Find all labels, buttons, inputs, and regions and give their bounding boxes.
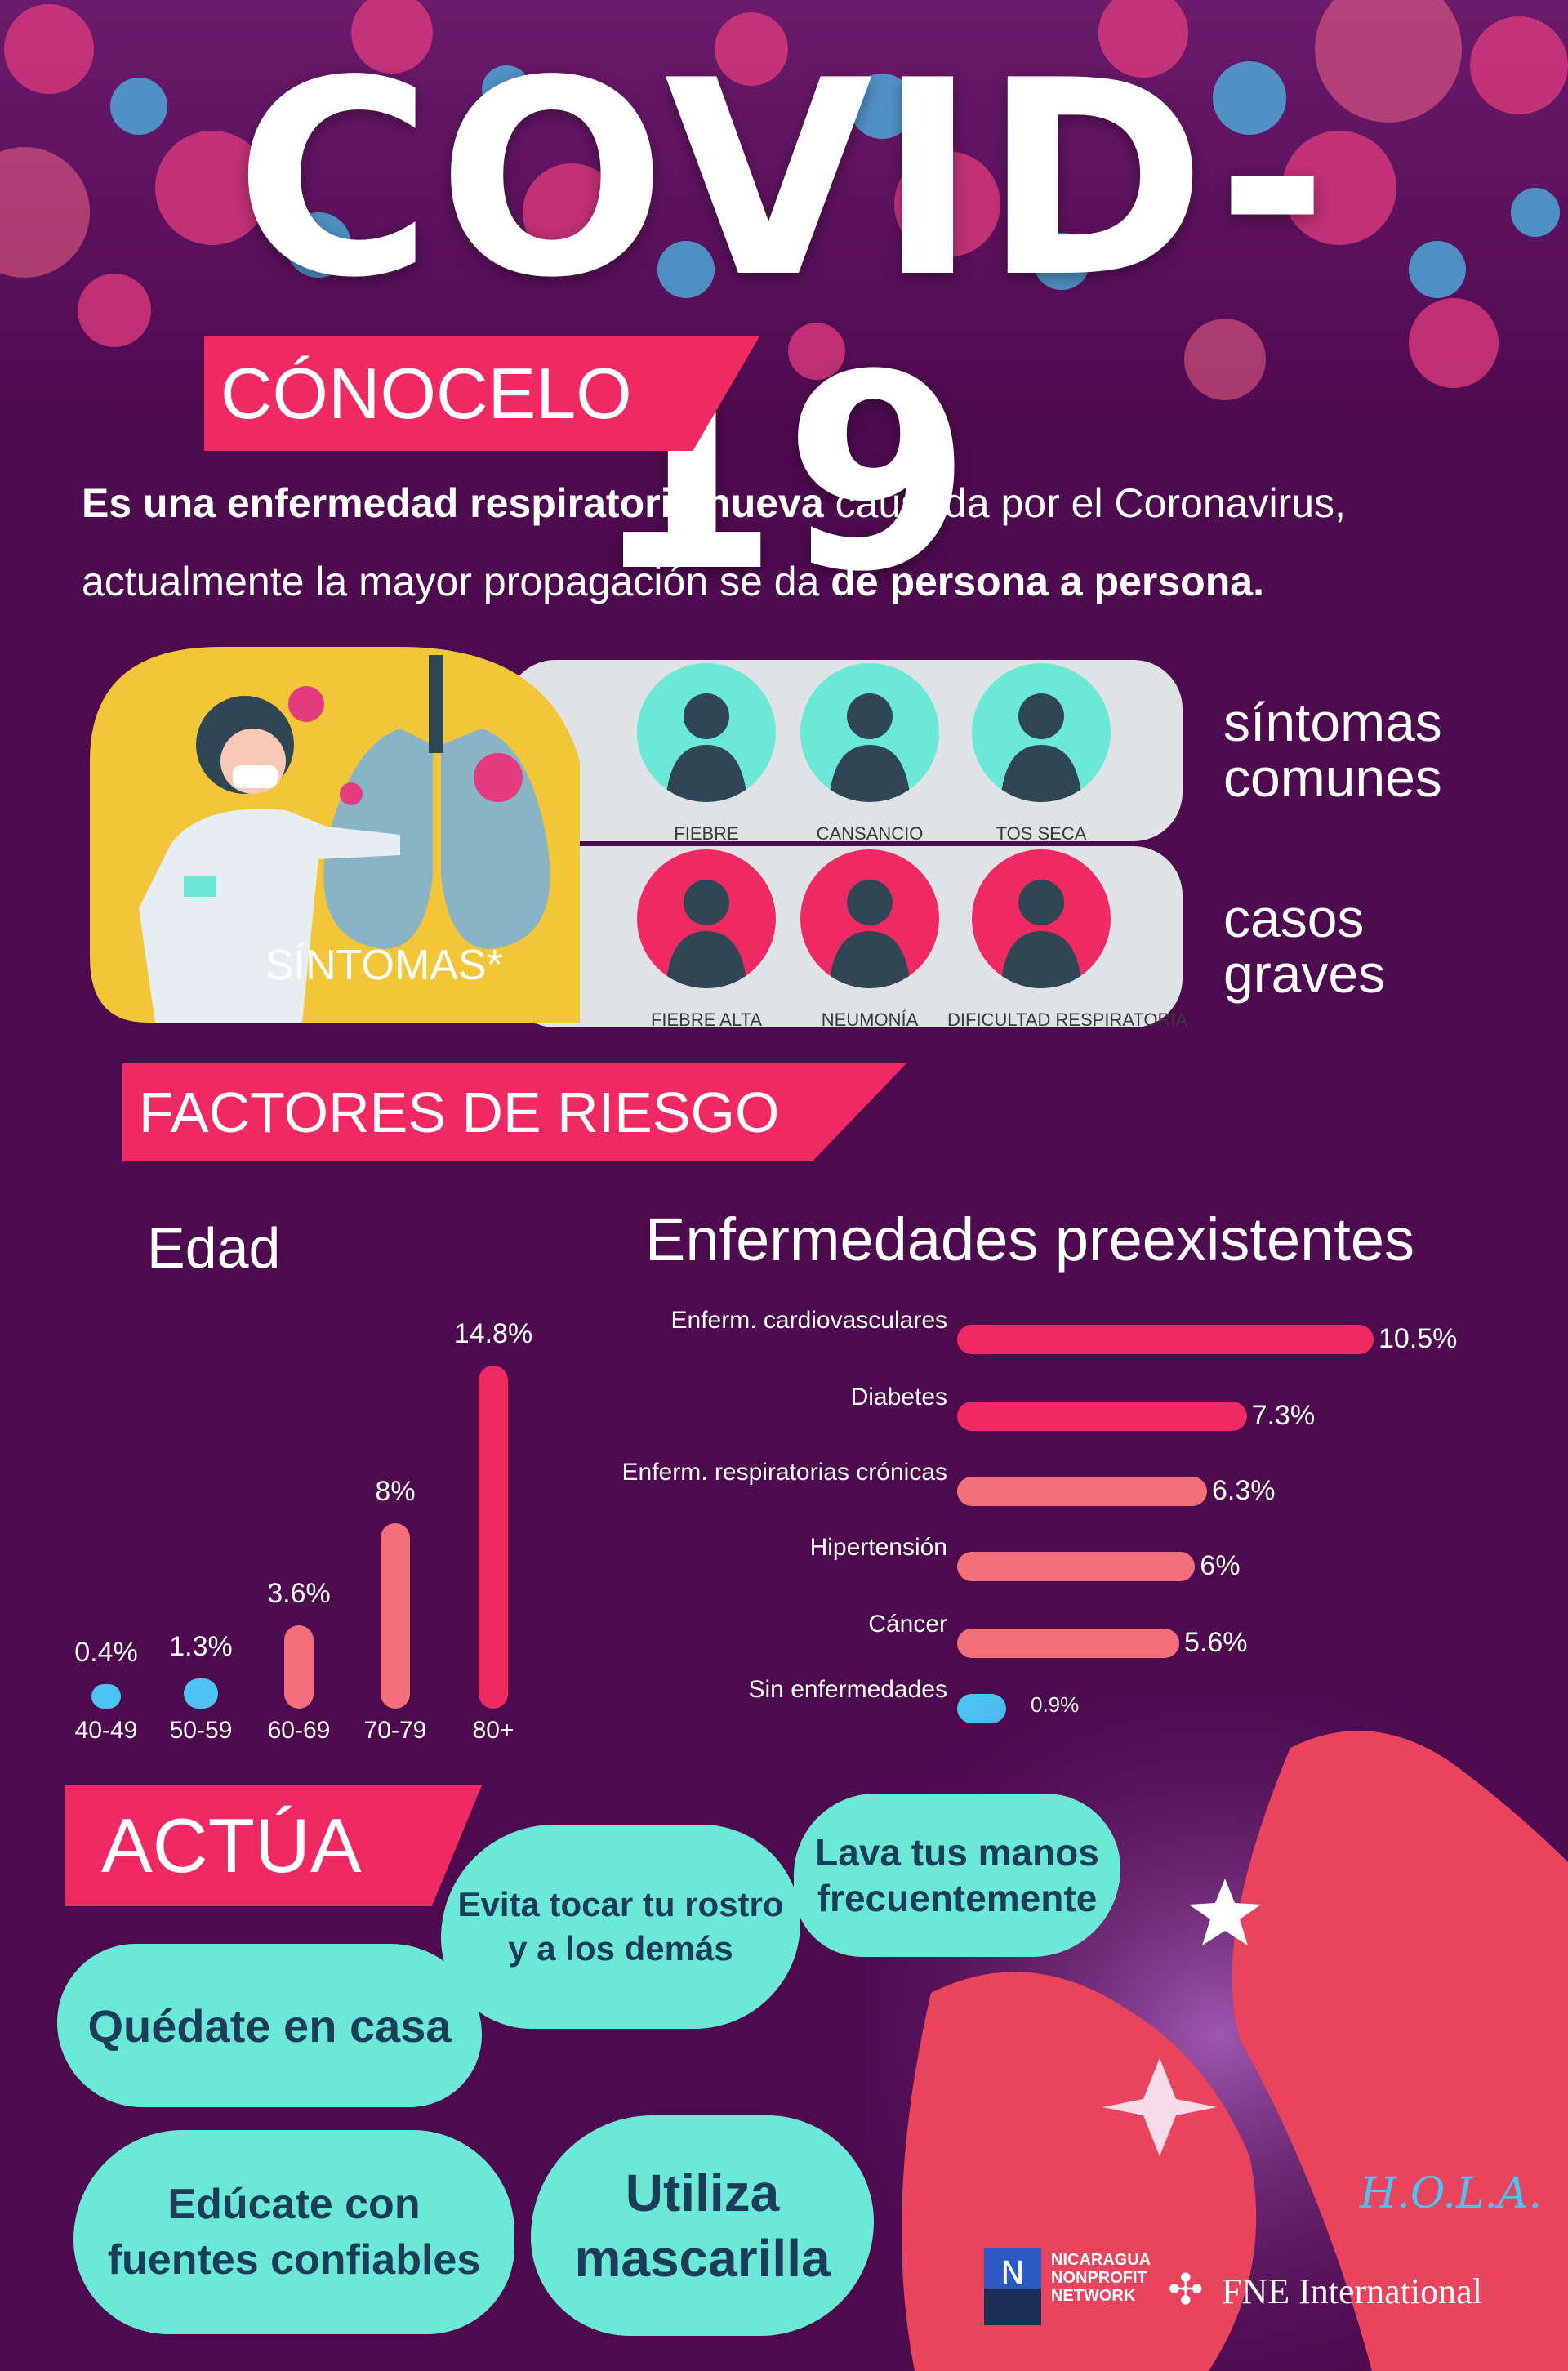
- disease-bar: [957, 1477, 1207, 1506]
- disease-bar-value-label: 7.3%: [1251, 1400, 1316, 1431]
- age-bar-value-label: 0.4%: [74, 1637, 138, 1668]
- disease-bar: [957, 1552, 1196, 1581]
- conocelo-ribbon-label: CÓNOCELO: [220, 353, 632, 434]
- stay-home-bubble: Quédate en casa: [57, 1944, 482, 2107]
- bubble-line-2: y a los demás: [508, 1929, 733, 1968]
- fever-person-icon: [637, 663, 776, 802]
- age-chart-title: Edad: [147, 1216, 281, 1280]
- breathing-difficulty-person-icon: [972, 849, 1111, 988]
- symptom-dry-cough: TOS SECA: [947, 663, 1135, 845]
- disease-bar-category-label: Cáncer: [868, 1611, 947, 1638]
- disease-bar: [957, 1629, 1179, 1658]
- symptom-label: NEUMONÍA: [821, 1009, 919, 1030]
- pneumonia-person-icon: [800, 849, 939, 988]
- bubble-line-1: Evita tocar tu rostro: [457, 1885, 784, 1923]
- fne-logo-icon: ✣: [1168, 2266, 1204, 2315]
- disease-bar-value-label: 5.6%: [1184, 1627, 1248, 1658]
- disease-bar: [957, 1402, 1247, 1431]
- disease-bar-category-label: Enferm. cardiovasculares: [670, 1307, 947, 1334]
- intro-plain-2: actualmente la mayor propagación se da: [82, 559, 831, 604]
- symptom-breathing-difficulty: DIFICULTAD RESPIRATORIA: [947, 849, 1188, 1031]
- bubble-line-2: mascarilla: [574, 2229, 831, 2288]
- symptom-label: CANSANCIO: [816, 823, 924, 844]
- age-bar-80+: [479, 1366, 508, 1709]
- intro-bold-2: de persona a persona.: [831, 559, 1264, 604]
- age-bar-70-79: [381, 1522, 410, 1709]
- disease-bar-value-label: 6.3%: [1212, 1475, 1276, 1506]
- nnn-logo-line-1: NICARAGUA: [1051, 2251, 1152, 2269]
- risk-factors-ribbon: FACTORES DE RIESGO: [122, 1063, 906, 1161]
- doctor-lungs-icon: [90, 647, 580, 1023]
- nicaragua-nonprofit-network-logo: N NICARAGUA NONPROFIT NETWORK: [976, 2240, 1164, 2338]
- age-bar-value-label: 14.8%: [453, 1318, 533, 1349]
- wash-hands-bubble: Lava tus manos frecuentemente: [794, 1794, 1120, 1957]
- high-fever-person-icon: [637, 849, 776, 988]
- disease-bar-category-label: Enferm. respiratorias crónicas: [621, 1459, 947, 1486]
- tired-person-icon: [800, 663, 939, 802]
- symptom-label: TOS SECA: [996, 823, 1087, 844]
- disease-bar-category-label: Diabetes: [850, 1384, 947, 1411]
- age-bar-category-label: 40-49: [74, 1717, 138, 1744]
- bubble-line-2: frecuentemente: [817, 1877, 1098, 1919]
- actua-ribbon: ACTÚA: [65, 1785, 482, 1906]
- bubble-line-1: Edúcate con: [167, 2181, 421, 2228]
- severe-title-line-1: casos: [1223, 888, 1365, 948]
- intro-text: Es una enfermedad respiratoria nueva cau…: [82, 464, 1503, 621]
- conocelo-ribbon: CÓNOCELO: [204, 336, 760, 451]
- symptoms-panel-label: SÍNTOMAS*: [265, 942, 503, 989]
- age-bar-category-label: 50-59: [169, 1717, 233, 1744]
- common-title-line-1: síntomas: [1223, 692, 1442, 752]
- bubble-line-2: fuentes confiables: [107, 2236, 481, 2284]
- age-bar-value-label: 3.6%: [267, 1577, 331, 1609]
- disease-bar-value-label: 6%: [1200, 1550, 1241, 1581]
- svg-text:N: N: [1000, 2255, 1025, 2293]
- risk-factors-ribbon-label: FACTORES DE RIESGO: [139, 1081, 780, 1144]
- symptom-pneumonia: NEUMONÍA: [776, 849, 964, 1031]
- actua-ribbon-label: ACTÚA: [101, 1803, 362, 1888]
- age-bar-category-label: 80+: [472, 1717, 514, 1744]
- age-bar-category-label: 70-79: [363, 1717, 427, 1744]
- age-bar-50-59: [184, 1678, 218, 1709]
- bubble-line-1: Lava tus manos: [815, 1831, 1099, 1874]
- nnn-logo-icon: N: [984, 2248, 1041, 2325]
- symptom-high-fever: FIEBRE ALTA: [612, 849, 800, 1031]
- age-bar-60-69: [284, 1624, 314, 1709]
- fne-international-logo: ✣ FNE International: [1168, 2262, 1544, 2320]
- avoid-touching-face-bubble: Evita tocar tu rostro y a los demás: [441, 1825, 800, 2029]
- nnn-logo-line-3: NETWORK: [1051, 2287, 1136, 2305]
- disease-bar-category-label: Hipertensión: [809, 1534, 947, 1561]
- cough-person-icon: [972, 663, 1111, 802]
- symptom-label: FIEBRE ALTA: [650, 1009, 763, 1030]
- disease-bar-value-label: 10.5%: [1379, 1323, 1458, 1354]
- disease-bar: [957, 1325, 1374, 1354]
- doctor-illustration: SÍNTOMAS*: [57, 631, 580, 1023]
- age-bar-category-label: 60-69: [267, 1717, 331, 1744]
- severe-symptoms-title: casos graves: [1223, 890, 1385, 1001]
- symptom-label: DIFICULTAD RESPIRATORIA: [947, 1009, 1188, 1030]
- disease-bar-category-label: Sin enfermedades: [748, 1676, 948, 1703]
- disease-chart-title: Enfermedades preexistentes: [645, 1206, 1414, 1273]
- common-symptoms-title: síntomas comunes: [1223, 694, 1442, 805]
- nnn-logo-line-2: NONPROFIT: [1051, 2269, 1147, 2287]
- common-title-line-2: comunes: [1223, 747, 1442, 808]
- age-bar-value-label: 8%: [375, 1475, 416, 1507]
- symptom-fever: FIEBRE: [612, 663, 800, 845]
- use-mask-bubble: Utiliza mascarilla: [531, 2115, 874, 2336]
- page-title: COVID-19: [234, 23, 1334, 631]
- intro-plain-1: causada por el Coronavirus,: [823, 480, 1346, 526]
- bubble-line-1: Utiliza: [625, 2164, 780, 2222]
- fne-logo-text: FNE International: [1222, 2271, 1482, 2311]
- severe-title-line-2: graves: [1223, 943, 1386, 1004]
- bubble-line-1: Quédate en casa: [87, 1999, 452, 2052]
- intro-bold-1: Es una enfermedad respiratoria nueva: [82, 480, 824, 526]
- age-bar-40-49: [91, 1684, 121, 1709]
- symptom-label: FIEBRE: [674, 823, 739, 844]
- symptom-tiredness: CANSANCIO: [776, 663, 964, 845]
- educate-yourself-bubble: Edúcate con fuentes confiables: [74, 2130, 514, 2334]
- virus-pattern-icon: [0, 0, 1568, 400]
- age-bar-value-label: 1.3%: [169, 1631, 233, 1663]
- hola-logo: H.O.L.A.: [1360, 2169, 1543, 2218]
